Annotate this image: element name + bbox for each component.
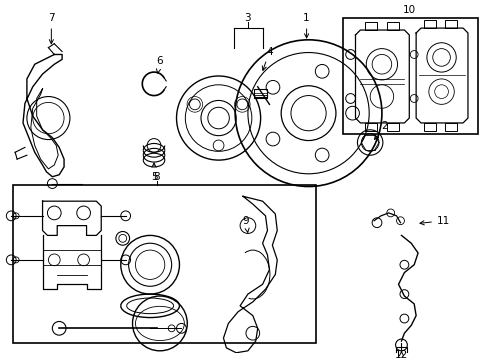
Bar: [395, 347, 407, 353]
Bar: [365, 22, 376, 30]
Text: 10: 10: [402, 5, 415, 15]
Bar: [445, 123, 456, 131]
Text: 11: 11: [419, 216, 449, 226]
Bar: [423, 20, 435, 28]
Text: 1: 1: [303, 13, 309, 38]
Text: 12: 12: [394, 350, 407, 360]
Bar: [13, 185, 316, 343]
Text: 7: 7: [48, 13, 55, 44]
Bar: [342, 18, 477, 134]
Bar: [445, 20, 456, 28]
Text: 2: 2: [374, 121, 387, 139]
Bar: [423, 123, 435, 131]
Text: 5: 5: [150, 163, 157, 182]
Bar: [386, 22, 398, 30]
Bar: [365, 123, 376, 131]
Text: 8: 8: [153, 172, 160, 182]
Text: 4: 4: [262, 46, 272, 71]
Bar: [386, 123, 398, 131]
Bar: [253, 89, 267, 98]
Text: 3: 3: [244, 13, 251, 23]
Text: 9: 9: [242, 216, 249, 232]
Text: 6: 6: [156, 56, 163, 73]
